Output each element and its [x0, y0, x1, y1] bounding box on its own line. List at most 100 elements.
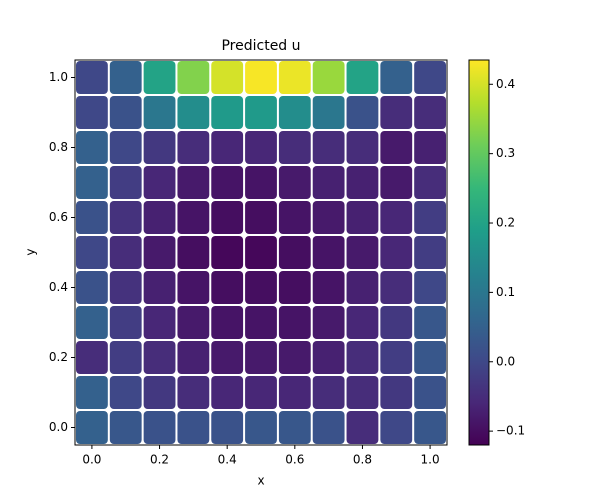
colorbar [469, 60, 489, 445]
point [76, 166, 108, 199]
point [380, 376, 413, 409]
y-tick-label: 0.6 [49, 210, 68, 224]
point [414, 306, 446, 339]
point [143, 306, 176, 339]
x-tick-label: 0.8 [353, 453, 372, 467]
point [414, 201, 446, 234]
point [143, 96, 176, 129]
point [177, 131, 210, 164]
point [143, 411, 176, 444]
colorbar-tick-label: 0.0 [496, 354, 515, 368]
point [312, 236, 345, 269]
point [143, 131, 176, 164]
point [278, 61, 311, 94]
point [346, 411, 379, 444]
x-tick-label: 0.4 [218, 453, 237, 467]
point [211, 271, 244, 304]
x-tick-label: 0.2 [150, 453, 169, 467]
point [414, 376, 446, 409]
point [211, 131, 244, 164]
point [76, 271, 108, 304]
point [380, 61, 413, 94]
point [245, 131, 277, 164]
point [109, 166, 142, 199]
point [312, 411, 345, 444]
point [211, 341, 244, 374]
point [346, 166, 379, 199]
y-tick-label: 0.0 [49, 420, 68, 434]
point [76, 96, 108, 129]
x-tick-label: 0.6 [285, 453, 304, 467]
point [143, 61, 176, 94]
point [109, 131, 142, 164]
y-tick-label: 0.2 [49, 350, 68, 364]
point [245, 201, 277, 234]
point [109, 341, 142, 374]
point [76, 201, 108, 234]
point [245, 341, 277, 374]
point [177, 341, 210, 374]
colorbar-frame [468, 59, 490, 446]
point [109, 236, 142, 269]
chart-title: Predicted u [221, 38, 300, 54]
point [211, 61, 244, 94]
point [380, 306, 413, 339]
point [278, 341, 311, 374]
point [109, 201, 142, 234]
point [143, 341, 176, 374]
point [312, 96, 345, 129]
point [245, 236, 277, 269]
point [278, 411, 311, 444]
point [346, 131, 379, 164]
point [312, 376, 345, 409]
point [346, 341, 379, 374]
point [414, 271, 446, 304]
colorbar-tick-label: 0.3 [496, 146, 515, 160]
point [414, 341, 446, 374]
point [211, 236, 244, 269]
colorbar-tick-label: 0.1 [496, 285, 515, 299]
point [76, 236, 108, 269]
point [312, 201, 345, 234]
point [380, 236, 413, 269]
point [143, 201, 176, 234]
point [245, 306, 277, 339]
point [312, 131, 345, 164]
point [245, 271, 277, 304]
point [346, 236, 379, 269]
y-tick-label: 1.0 [49, 70, 68, 84]
point [245, 166, 277, 199]
point [143, 166, 176, 199]
point [312, 341, 345, 374]
point [245, 376, 277, 409]
point [278, 131, 311, 164]
point [346, 306, 379, 339]
point [76, 61, 108, 94]
point [177, 61, 210, 94]
point [109, 411, 142, 444]
point [143, 376, 176, 409]
point [278, 376, 311, 409]
point [109, 96, 142, 129]
point [245, 411, 277, 444]
point [414, 131, 446, 164]
point [76, 341, 108, 374]
point [177, 376, 210, 409]
point [211, 376, 244, 409]
point [346, 271, 379, 304]
point [380, 411, 413, 444]
colorbar-tick-label: −0.1 [496, 424, 525, 438]
point [346, 376, 379, 409]
point [177, 271, 210, 304]
point [380, 271, 413, 304]
point [211, 411, 244, 444]
point [312, 61, 345, 94]
colorbar-tick-label: 0.2 [496, 216, 515, 230]
point [312, 306, 345, 339]
point [76, 411, 108, 444]
point [380, 166, 413, 199]
point [109, 271, 142, 304]
point [177, 236, 210, 269]
point [414, 96, 446, 129]
